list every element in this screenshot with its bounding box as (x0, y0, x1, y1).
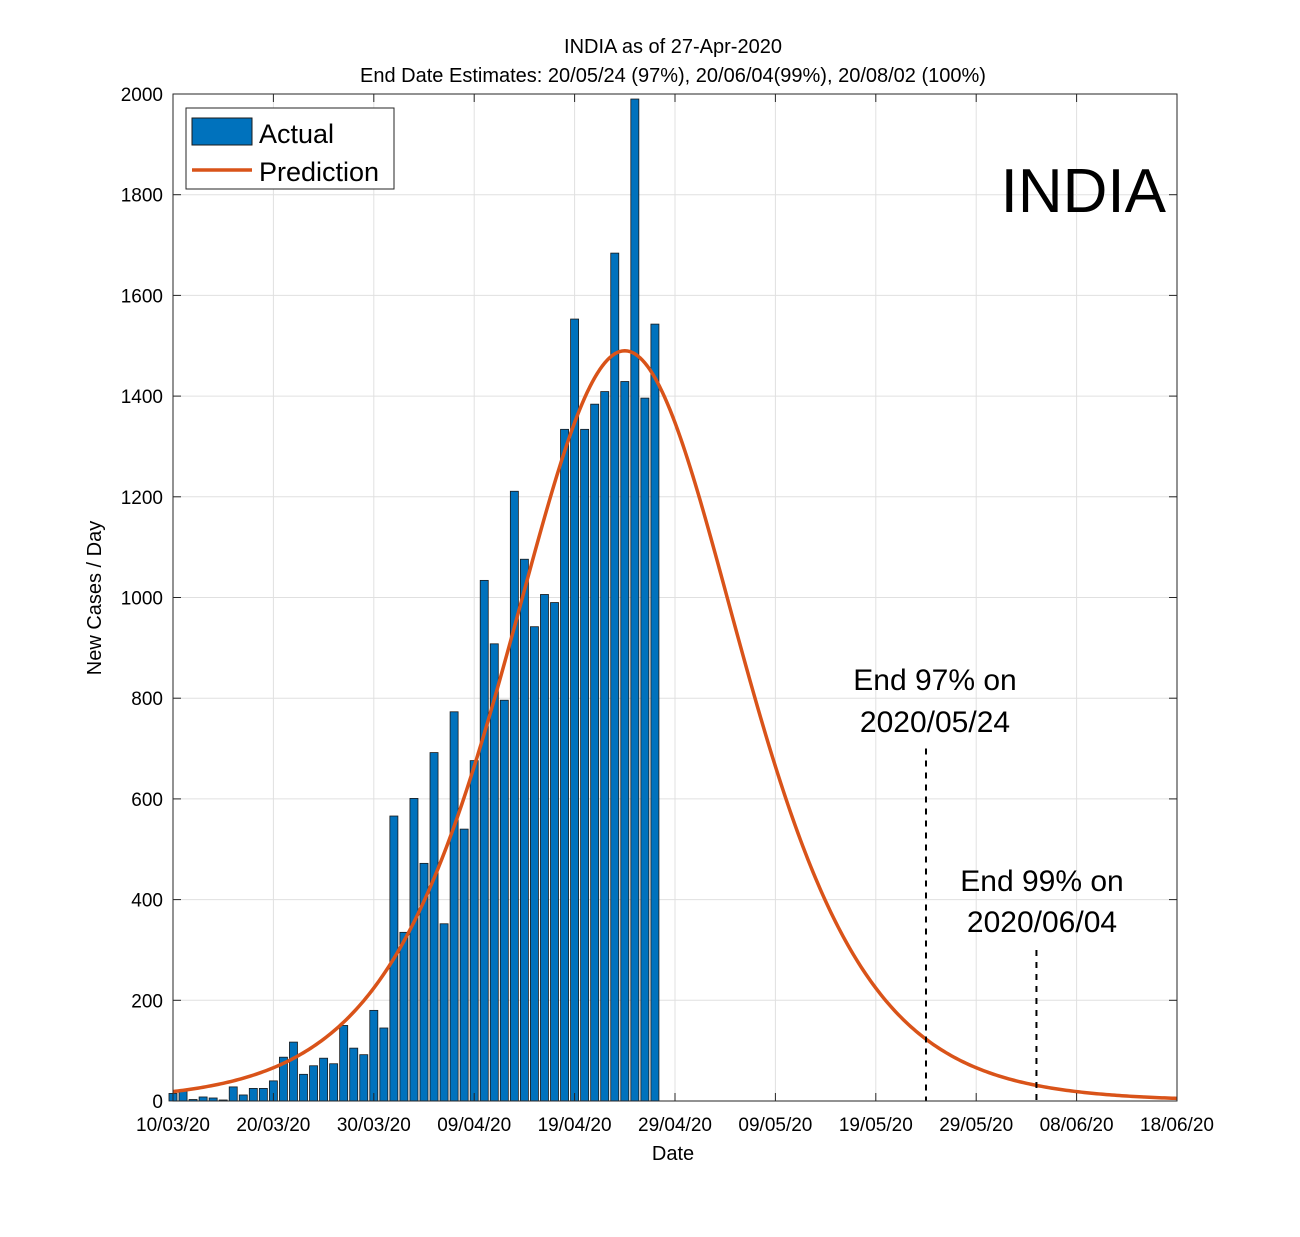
y-tick-label: 1800 (121, 186, 163, 207)
y-tick-label: 1200 (121, 488, 163, 509)
legend: Actual Prediction (185, 107, 395, 190)
actual-bar (610, 252, 620, 1102)
actual-bar (560, 428, 569, 1102)
y-tick-label: 1400 (121, 387, 163, 408)
actual-bar (509, 490, 519, 1102)
actual-bar (198, 1096, 208, 1102)
end-97-label-line1: End 97% on (853, 664, 1016, 697)
actual-bar (530, 626, 539, 1102)
actual-bar (469, 760, 479, 1102)
actual-bar (590, 403, 600, 1102)
actual-bar (329, 1063, 339, 1102)
actual-bar (339, 1025, 349, 1102)
actual-bar (540, 594, 549, 1102)
actual-bar (570, 318, 580, 1102)
y-axis-label: New Cases / Day (84, 521, 106, 676)
actual-bar (258, 1088, 268, 1102)
axes: 0 200 400 600 800 1000 1200 1400 1600 1800 2000 10/… (121, 85, 1214, 1136)
actual-bar (409, 798, 419, 1102)
x-tick-label: 29/04/20 (638, 1115, 712, 1136)
actual-bar (379, 1027, 389, 1102)
y-tick-label: 1600 (121, 286, 163, 307)
actual-bar (630, 98, 640, 1102)
actual-bar (640, 397, 650, 1102)
actual-bar (228, 1086, 238, 1102)
actual-bar (550, 602, 559, 1102)
actual-bar (238, 1094, 248, 1102)
end-99-label-line2: 2020/06/04 (967, 906, 1117, 939)
actual-bar (319, 1057, 329, 1102)
x-tick-label: 19/04/20 (538, 1115, 612, 1136)
x-tick-label: 19/05/20 (839, 1115, 913, 1136)
x-tick-label: 20/03/20 (236, 1115, 310, 1136)
actual-bar (459, 828, 469, 1102)
actual-bar (399, 931, 409, 1102)
actual-bar (359, 1054, 369, 1102)
actual-bar (349, 1047, 359, 1102)
x-tick-label: 18/06/20 (1140, 1115, 1214, 1136)
actual-bar (439, 923, 449, 1102)
actual-bar (519, 558, 529, 1102)
actual-bar (369, 1009, 379, 1102)
actual-bar (429, 752, 439, 1102)
chart-title: INDIA as of 27-Apr-2020 (564, 36, 782, 58)
x-tick-label: 09/05/20 (738, 1115, 812, 1136)
actual-bar (600, 391, 610, 1102)
country-annotation: INDIA (1001, 157, 1167, 226)
y-tick-label: 800 (131, 689, 163, 710)
chart-subtitle: End Date Estimates: 20/05/24 (97%), 20/0… (360, 65, 986, 87)
legend-box (185, 107, 395, 190)
actual-bar (499, 699, 509, 1102)
x-tick-label: 09/04/20 (437, 1115, 511, 1136)
actual-bar (449, 711, 459, 1102)
y-tick-label: 400 (131, 891, 163, 912)
end-markers (925, 748, 1038, 1101)
legend-swatch-actual (191, 117, 253, 146)
actual-bar (650, 323, 660, 1102)
x-tick-label: 30/03/20 (337, 1115, 411, 1136)
legend-label-actual: Actual (259, 119, 334, 149)
end-99-label-line1: End 99% on (960, 865, 1123, 898)
legend-label-prediction: Prediction (259, 157, 379, 187)
actual-bar (289, 1041, 298, 1102)
y-tick-label: 2000 (121, 85, 163, 106)
x-tick-label: 08/06/20 (1040, 1115, 1114, 1136)
y-tick-label: 200 (131, 991, 163, 1012)
actual-bar (479, 579, 489, 1102)
x-axis-label: Date (652, 1143, 694, 1165)
actual-bar (309, 1065, 318, 1102)
x-tick-label: 29/05/20 (939, 1115, 1013, 1136)
actual-bars (168, 98, 660, 1102)
actual-bar (580, 428, 590, 1102)
actual-bar (248, 1088, 258, 1102)
prediction-line-group (172, 349, 1178, 1101)
y-tick-label: 1000 (121, 589, 163, 610)
actual-bar (299, 1073, 308, 1102)
y-tick-label: 0 (152, 1092, 163, 1113)
y-tick-label: 600 (131, 790, 163, 811)
end-97-label-line2: 2020/05/24 (860, 706, 1010, 739)
x-tick-label: 10/03/20 (136, 1115, 210, 1136)
prediction-line (172, 349, 1178, 1101)
actual-bar (620, 381, 630, 1102)
